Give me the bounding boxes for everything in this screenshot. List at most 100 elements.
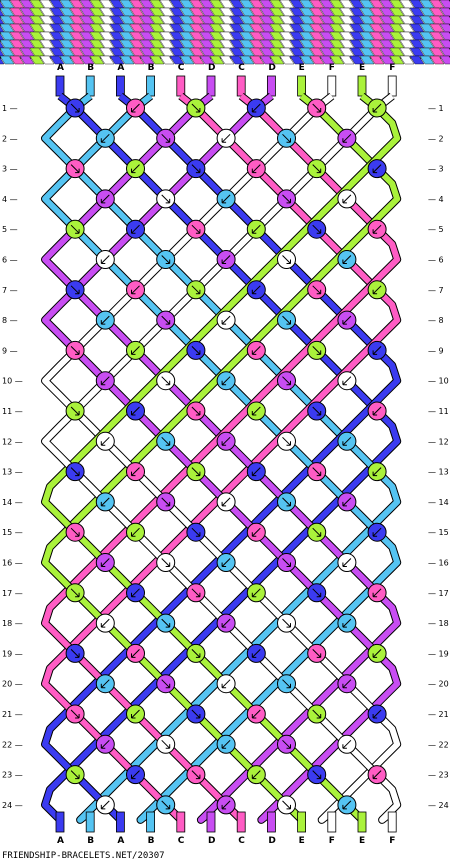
banner-cell [199,55,215,65]
banner-cell [39,55,55,65]
top-strand-stub [357,75,367,97]
banner-cell [79,55,95,65]
row-label-left: 12 — [2,437,23,446]
top-strand-stub [387,75,397,97]
row-label-right: — 13 [428,468,449,477]
top-strand-stub [85,75,95,97]
knot-arrow-icon [70,346,80,355]
knot-arrow-icon [161,558,171,567]
banner-cell [429,55,445,65]
knot-arrow-icon [191,709,201,719]
banner-cell [249,55,265,65]
row-label-left: 3 — [2,165,18,174]
bottom-strand-label: A [57,836,64,846]
row-label-left: 19 — [2,649,23,658]
banner-cell [439,15,450,25]
banner-cell [439,0,450,9]
row-label-right: — 17 [428,589,449,598]
knot-arrow-icon [70,406,80,416]
knot-arrow-icon [312,770,322,780]
knot-arrow-icon [161,436,171,446]
banner-cell [219,55,235,65]
banner-cell [109,55,125,65]
bottom-strand-stub [55,811,65,833]
knot-arrow-icon [372,649,382,658]
top-strand-stub [176,75,186,97]
knot-arrow-icon [221,315,231,325]
site-footer: FRIENDSHIP-BRACELETS.NET/20307 [2,851,165,861]
row-label-left: 14 — [2,498,23,507]
bottom-strand-stub [357,811,367,833]
knot-arrow-icon [131,346,140,355]
knot-arrow-icon [312,406,322,416]
knot-arrow-icon [251,467,261,477]
row-label-left: 23 — [2,771,23,780]
preview-banner [0,0,450,65]
top-strand-label: C [178,63,185,73]
knot-arrow-icon [191,649,201,658]
knot-arrow-icon [100,497,110,507]
row-label-left: 18 — [2,619,23,628]
knot-arrow-icon [100,376,110,386]
knot-arrow-icon [282,679,291,689]
banner-cell [259,55,275,65]
knot-arrow-icon [312,527,322,537]
banner-cell [369,55,385,65]
knot-arrow-icon [372,467,382,477]
row-label-right: — 8 [428,316,444,325]
knot-arrow-icon [70,467,80,477]
row-label-right: — 2 [428,134,444,143]
banner-cell [9,55,25,65]
top-strand-stub [55,75,65,97]
knot-arrow-icon [131,588,140,598]
knot-arrow-icon [312,164,322,174]
knot-arrow-icon [131,649,140,658]
knot-arrow-icon [282,436,291,446]
banner-cell [439,23,450,33]
banner-cell [49,55,65,65]
knot-arrow-icon [251,285,261,295]
knot-arrow-icon [100,436,110,446]
row-label-right: — 1 [428,104,444,113]
knot-arrow-icon [251,224,261,234]
banner-cell [269,55,285,65]
row-label-left: 10 — [2,377,23,386]
knot-arrow-icon [161,315,171,325]
knot-arrow-icon [342,679,352,689]
knot-arrow-icon [70,649,80,658]
top-strand-stub [206,75,216,97]
top-strand-label: C [238,63,245,73]
top-strand-stub [146,75,156,97]
row-label-left: 20 — [2,680,23,689]
knot-arrow-icon [100,618,110,628]
knot-arrow-icon [251,164,261,174]
banner-cell [349,55,365,65]
knot-arrow-icon [312,346,322,355]
knot-arrow-icon [161,497,171,507]
knot-arrow-icon [191,467,201,477]
knot-arrow-icon [161,800,171,810]
bottom-strand-label: F [329,836,335,846]
knot-arrow-icon [221,558,231,567]
knot-arrow-icon [342,376,352,386]
banner-cell [299,55,315,65]
knot-arrow-icon [191,285,201,295]
bottom-strand-label: C [178,836,185,846]
top-strand-label: A [57,63,64,73]
bottom-strand-stub [236,811,246,833]
knot-arrow-icon [70,103,80,113]
row-label-right: — 18 [428,619,449,628]
knot-arrow-icon [251,770,261,780]
row-label-left: 2 — [2,134,18,143]
banner-cell [159,55,175,65]
row-label-right: — 24 [428,801,449,810]
bottom-strand-stub [387,811,397,833]
bottom-strand-label: D [268,836,275,846]
bottom-strand-label: E [299,836,305,846]
row-label-left: 5 — [2,225,18,234]
bottom-strand-stub [327,811,337,833]
knot-arrow-icon [251,709,261,719]
knot-arrow-icon [251,649,261,658]
banner-cell [409,55,425,65]
knot-arrow-icon [282,133,291,143]
